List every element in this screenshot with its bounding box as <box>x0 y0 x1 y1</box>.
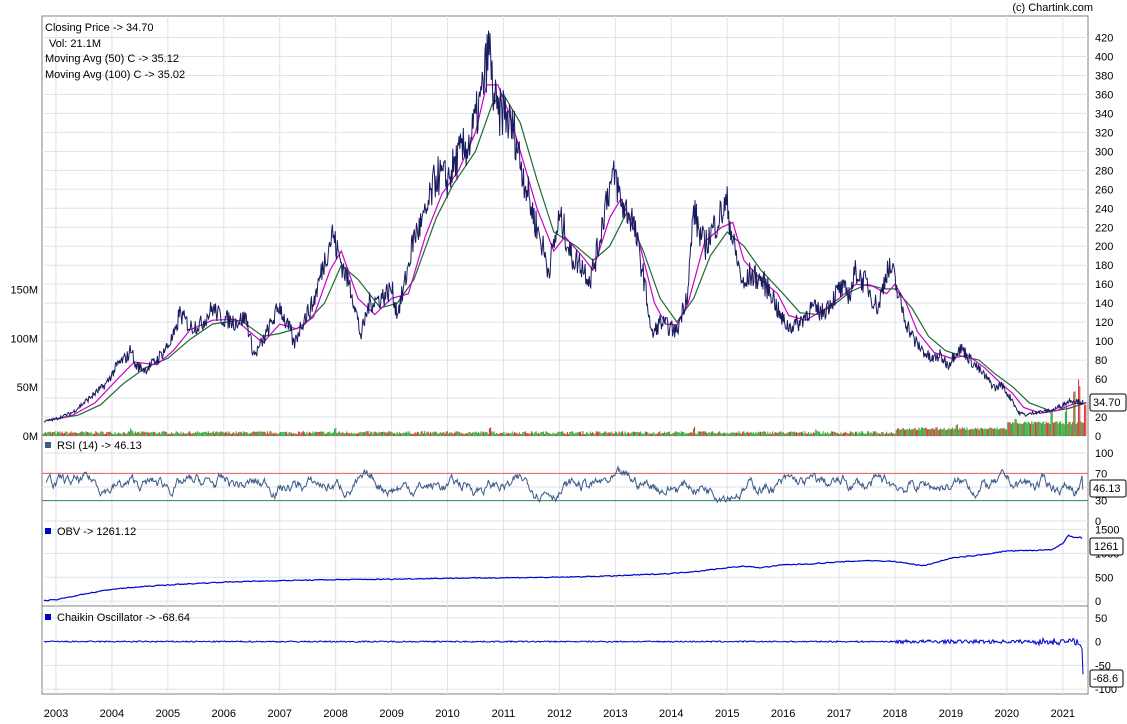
price-y-tick-label: 400 <box>1095 51 1113 63</box>
price-last-value: 34.70 <box>1093 397 1121 409</box>
x-tick-label: 2007 <box>267 708 291 720</box>
price-y-tick-label: 300 <box>1095 146 1113 158</box>
price-y-tick-label: 260 <box>1095 184 1113 196</box>
obv-y-tick-label: 0 <box>1095 596 1101 608</box>
price-y-tick-label: 160 <box>1095 279 1113 291</box>
x-tick-label: 2018 <box>883 708 907 720</box>
x-tick-label: 2011 <box>492 708 516 720</box>
legend-ma50: Moving Avg (50) C -> 35.12 <box>45 53 179 65</box>
chaikin-legend-marker <box>45 614 51 620</box>
x-tick-label: 2008 <box>323 708 347 720</box>
price-y-tick-label: 140 <box>1095 298 1113 310</box>
x-tick-label: 2016 <box>771 708 795 720</box>
obv-last-value: 1261 <box>1094 541 1118 553</box>
x-tick-label: 2017 <box>827 708 851 720</box>
price-y-tick-label: 240 <box>1095 203 1113 215</box>
x-tick-label: 2020 <box>995 708 1019 720</box>
price-y-tick-label: 280 <box>1095 165 1113 177</box>
chaikin-y-tick-label: 50 <box>1095 613 1107 625</box>
legend-volume: Vol: 21.1M <box>49 38 101 50</box>
x-tick-label: 2015 <box>715 708 739 720</box>
price-y-tick-label: 320 <box>1095 127 1113 139</box>
volume-y-tick-label: 50M <box>17 382 38 394</box>
chaikin-last-value: -68.6 <box>1093 673 1118 685</box>
price-y-tick-label: 60 <box>1095 374 1107 386</box>
price-y-tick-label: 20 <box>1095 412 1107 424</box>
price-y-tick-label: 340 <box>1095 108 1113 120</box>
rsi-last-value: 46.13 <box>1093 483 1121 495</box>
price-y-tick-label: 120 <box>1095 317 1113 329</box>
x-tick-label: 2010 <box>435 708 459 720</box>
price-y-tick-label: 360 <box>1095 89 1113 101</box>
rsi-legend-marker <box>45 442 51 448</box>
price-last-value-callout: 34.70 <box>1090 394 1126 411</box>
price-y-tick-label: 0 <box>1095 431 1101 443</box>
legend-closing-price: Closing Price -> 34.70 <box>45 22 154 34</box>
volume-y-tick-label: 100M <box>10 333 38 345</box>
x-tick-label: 2003 <box>44 708 68 720</box>
x-tick-label: 2021 <box>1051 708 1075 720</box>
x-tick-label: 2004 <box>100 708 124 720</box>
copyright-label: (c) Chartink.com <box>1012 2 1093 14</box>
price-y-tick-label: 220 <box>1095 222 1113 234</box>
chaikin-title: Chaikin Oscillator -> -68.64 <box>57 612 190 624</box>
legend-ma100: Moving Avg (100) C -> 35.02 <box>45 69 185 81</box>
chaikin-y-tick-label: 0 <box>1095 637 1101 649</box>
x-tick-label: 2014 <box>659 708 683 720</box>
rsi-last-value-callout: 46.13 <box>1090 480 1126 497</box>
x-tick-label: 2006 <box>212 708 236 720</box>
price-y-tick-label: 200 <box>1095 241 1113 253</box>
x-tick-label: 2013 <box>603 708 627 720</box>
x-tick-label: 2012 <box>547 708 571 720</box>
price-y-tick-label: 80 <box>1095 355 1107 367</box>
price-y-tick-label: 180 <box>1095 260 1113 272</box>
x-tick-label: 2019 <box>939 708 963 720</box>
x-tick-label: 2005 <box>156 708 180 720</box>
rsi-title: RSI (14) -> 46.13 <box>57 440 142 452</box>
obv-legend-marker <box>45 528 51 534</box>
price-y-tick-label: 380 <box>1095 70 1113 82</box>
obv-y-tick-label: 1500 <box>1095 524 1119 536</box>
obv-last-value-callout: 1261 <box>1090 538 1123 555</box>
obv-y-tick-label: 500 <box>1095 572 1113 584</box>
x-tick-label: 2009 <box>379 708 403 720</box>
price-y-tick-label: 100 <box>1095 336 1113 348</box>
chaikin-last-value-callout: -68.6 <box>1090 670 1123 687</box>
volume-y-tick-label: 150M <box>10 285 38 297</box>
rsi-y-tick-label: 70 <box>1095 468 1107 480</box>
obv-title: OBV -> 1261.12 <box>57 526 136 538</box>
volume-y-tick-label: 0M <box>23 431 38 443</box>
price-y-tick-label: 420 <box>1095 32 1113 44</box>
rsi-y-tick-label: 100 <box>1095 448 1113 460</box>
